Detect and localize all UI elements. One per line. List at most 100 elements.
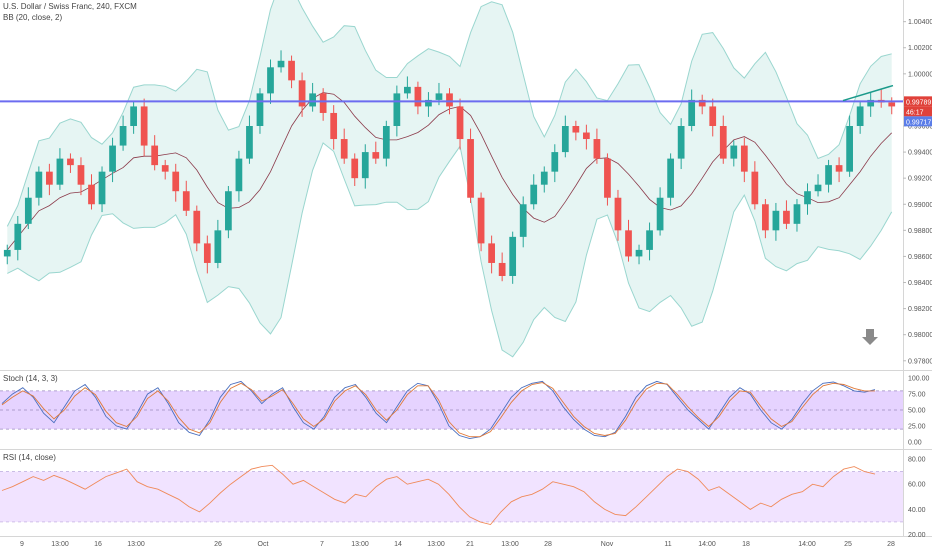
- candle-body: [572, 126, 580, 133]
- candle-body: [361, 152, 369, 179]
- candle-body: [56, 158, 64, 185]
- candle-body: [14, 223, 22, 250]
- candle-body: [172, 171, 180, 192]
- stoch-k-line: [1, 380, 876, 440]
- candle-body: [772, 210, 780, 231]
- bar-countdown-label-bg: [904, 106, 932, 117]
- candle-body: [3, 249, 11, 257]
- rsi-indicator-label[interactable]: RSI (14, close): [3, 453, 56, 462]
- candle-body: [835, 165, 843, 172]
- time-tick-label: 13:00: [127, 541, 145, 548]
- rsi-tick-label: 40.00: [908, 507, 926, 514]
- price-tick-label: 0.98600: [908, 254, 932, 261]
- candle-body: [456, 106, 464, 140]
- price-tick-label: 0.99600: [908, 124, 932, 131]
- price-tick-label: 0.98000: [908, 332, 932, 339]
- bollinger-upper-band: [6, 0, 892, 227]
- time-tick-label: 13:00: [351, 541, 369, 548]
- trend-line: [842, 84, 894, 102]
- price-tick-label: 0.98400: [908, 280, 932, 287]
- candle-body: [88, 184, 95, 205]
- main-legend[interactable]: U.S. Dollar / Swiss Franc, 240, FXCM: [3, 2, 137, 11]
- candle-body: [625, 230, 632, 257]
- price-tick-label: 1.00000: [908, 71, 932, 78]
- candle-body: [225, 191, 232, 231]
- bollinger-lower-band: [7, 142, 893, 358]
- candle-body: [825, 165, 832, 185]
- time-tick-label: 7: [320, 541, 324, 548]
- candle-body: [467, 139, 474, 198]
- rsi-line: [1, 464, 876, 526]
- candle-body: [435, 93, 443, 100]
- candle-body: [719, 126, 727, 159]
- stoch-indicator-label[interactable]: Stoch (14, 3, 3): [3, 374, 58, 383]
- candle-body: [193, 210, 201, 244]
- candle-body: [814, 184, 822, 192]
- candle-body: [583, 132, 590, 140]
- candle-body: [425, 99, 432, 107]
- rsi-legend[interactable]: RSI (14, close): [3, 453, 56, 462]
- candle-body: [519, 204, 527, 237]
- stoch-d-line: [1, 382, 875, 438]
- candle-body: [24, 197, 32, 224]
- candle-body: [382, 126, 390, 159]
- lower-price-label-bg: [904, 116, 932, 127]
- bollinger-band-fill: [7, 0, 892, 357]
- candle-body: [109, 145, 116, 172]
- candle-body: [477, 197, 485, 244]
- time-tick-label: 11: [664, 541, 671, 548]
- candle-body: [277, 60, 285, 68]
- candle-body: [203, 243, 211, 263]
- candle-body: [677, 126, 685, 159]
- candle-body: [561, 126, 569, 153]
- bb-legend[interactable]: BB (20, close, 2): [3, 13, 62, 22]
- current-price-label-bg: [904, 96, 932, 107]
- candle-body: [140, 106, 148, 146]
- candle-body: [804, 191, 811, 205]
- candle-body: [793, 204, 801, 224]
- candle-body: [751, 171, 759, 205]
- candles-group: [3, 50, 896, 284]
- candle-body: [498, 262, 506, 276]
- candle-body: [309, 93, 316, 107]
- bb-indicator-label[interactable]: BB (20, close, 2): [3, 13, 63, 22]
- candle-body: [540, 171, 548, 185]
- time-tick-label: 28: [887, 541, 895, 548]
- bar-countdown-label: 46:17: [906, 109, 924, 116]
- stoch-tick-label: 0.00: [908, 439, 922, 446]
- time-tick-label: Oct: [258, 541, 269, 548]
- candle-body: [161, 165, 169, 172]
- price-tick-label: 0.99400: [908, 150, 932, 157]
- candle-body: [267, 67, 274, 94]
- candle-body: [372, 152, 380, 159]
- candle-body: [488, 243, 495, 263]
- candle-body: [856, 106, 864, 126]
- candle-body: [709, 106, 717, 126]
- candle-body: [414, 86, 422, 107]
- lower-price-label: 0.99717: [906, 119, 931, 126]
- candle-body: [288, 60, 295, 81]
- candle-body: [646, 230, 653, 250]
- candle-body: [256, 93, 264, 126]
- time-tick-label: 25: [844, 541, 852, 548]
- time-tick-label: 14:00: [798, 541, 816, 548]
- rsi-tick-label: 80.00: [908, 457, 926, 464]
- stoch-tick-label: 75.00: [908, 392, 926, 399]
- candle-body: [614, 197, 622, 231]
- candle-body: [530, 184, 538, 205]
- candle-body: [593, 139, 601, 159]
- time-tick-label: 14: [394, 541, 402, 548]
- stoch-tick-label: 25.00: [908, 423, 926, 430]
- time-tick-label: 16: [94, 541, 102, 548]
- candle-body: [246, 126, 253, 159]
- candle-body: [67, 158, 74, 166]
- candle-body: [762, 204, 769, 231]
- stoch-tick-label: 100.00: [908, 376, 930, 383]
- candle-body: [688, 99, 696, 126]
- candle-body: [330, 112, 338, 140]
- current-price-label: 0.99789: [906, 99, 931, 106]
- symbol-title[interactable]: U.S. Dollar / Swiss Franc, 240, FXCM: [3, 2, 137, 11]
- stoch-legend[interactable]: Stoch (14, 3, 3): [3, 374, 58, 383]
